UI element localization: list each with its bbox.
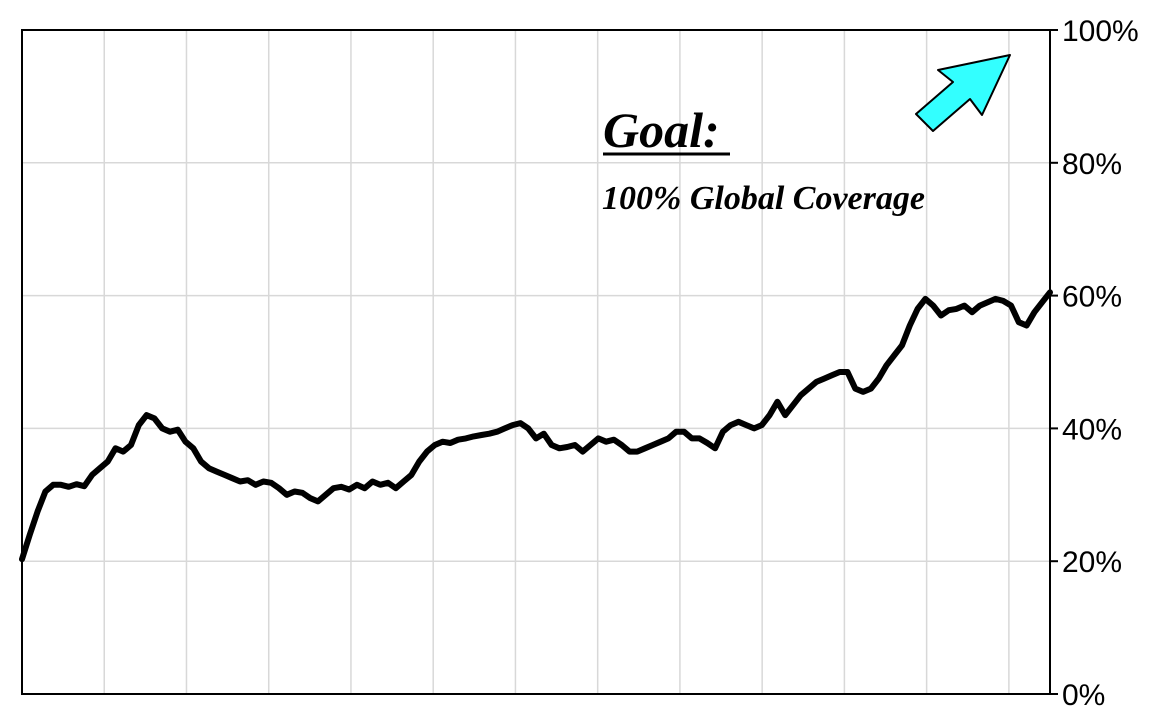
y-tick-label: 60% bbox=[1062, 281, 1122, 314]
y-tick-label: 0% bbox=[1062, 679, 1105, 709]
coverage-series-line bbox=[19, 289, 1053, 563]
y-tick-label: 100% bbox=[1062, 15, 1139, 48]
goal-title: Goal: bbox=[603, 102, 720, 158]
y-axis-ticks: 0% 20% 40% 60% 80% 100% bbox=[1050, 15, 1139, 709]
y-tick-label: 40% bbox=[1062, 413, 1122, 446]
up-right-arrow-icon bbox=[915, 54, 1011, 132]
goal-title-word: Goal bbox=[603, 102, 703, 158]
y-tick-label: 80% bbox=[1062, 148, 1122, 181]
y-tick-label: 20% bbox=[1062, 546, 1122, 579]
goal-subtitle: 100% Global Coverage bbox=[602, 180, 925, 217]
plot-frame bbox=[21, 29, 1051, 695]
grid-lines bbox=[22, 30, 1050, 694]
goal-title-colon: : bbox=[703, 102, 720, 158]
goal-annotation: Goal: 100% Global Coverage bbox=[602, 54, 1011, 217]
